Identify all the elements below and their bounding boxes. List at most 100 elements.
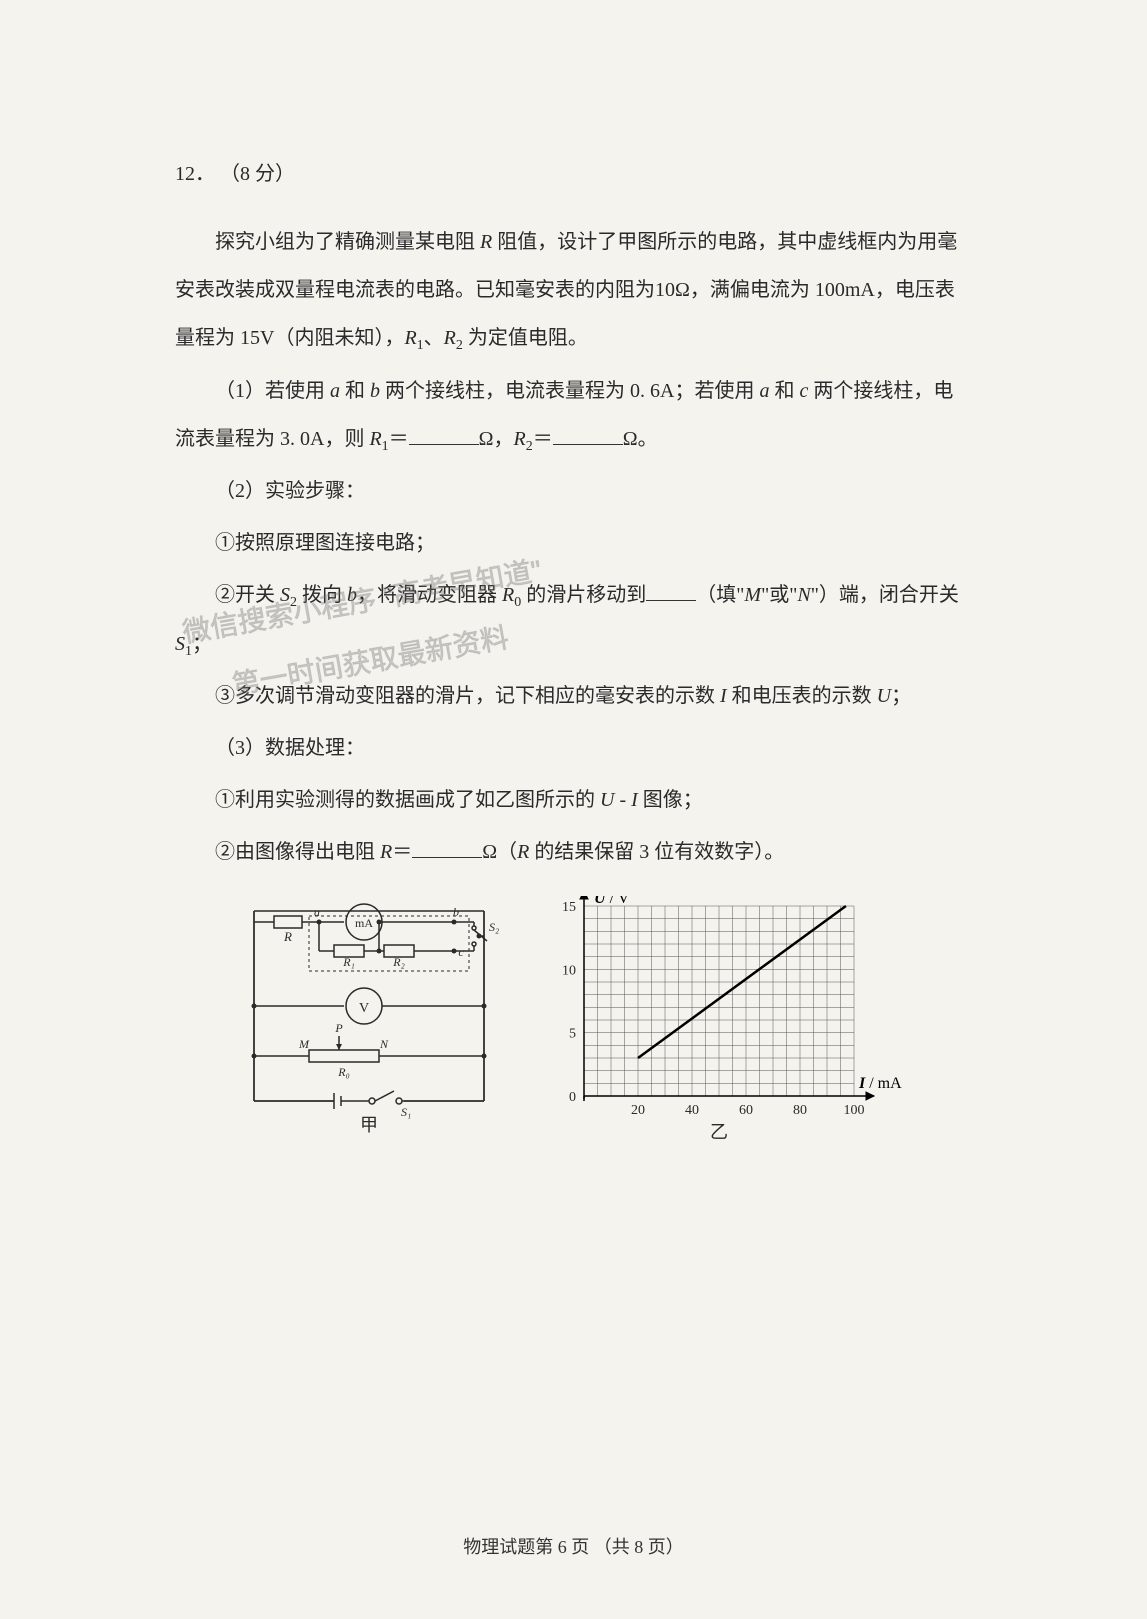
- p1-t2: 和: [340, 380, 370, 402]
- s3-t3: ；: [891, 685, 911, 707]
- part2-step1: ①按照原理图连接电路；: [175, 519, 972, 567]
- svg-text:N: N: [378, 1037, 388, 1051]
- p3s2-t4: 的结果保留 3 位有效数字）。: [529, 841, 784, 863]
- p3s2-t3: Ω（: [482, 841, 517, 863]
- svg-text:80: 80: [793, 1103, 807, 1118]
- var-a: a: [330, 380, 340, 402]
- svg-text:I / mA: I / mA: [858, 1075, 902, 1092]
- p3s1-t2: -: [614, 789, 631, 811]
- var-Rfinal2: R: [517, 841, 529, 863]
- s2-t4: 的滑片移动到: [521, 584, 646, 606]
- svg-text:60: 60: [739, 1103, 753, 1118]
- svg-text:U / V: U / V: [594, 896, 630, 907]
- sub-S2: 2: [290, 595, 297, 610]
- var-R2b: R: [514, 428, 526, 450]
- svg-text:c: c: [458, 945, 464, 959]
- question-number: 12． （8 分）: [175, 150, 972, 198]
- svg-text:R₁: R₁: [342, 955, 355, 969]
- svg-text:P: P: [334, 1021, 343, 1035]
- var-S2: S: [280, 584, 290, 606]
- var-S1: S: [175, 633, 185, 655]
- svg-text:S₂: S₂: [489, 920, 499, 934]
- svg-text:10: 10: [562, 964, 576, 979]
- s3-t1: ③多次调节滑动变阻器的滑片，记下相应的毫安表的示数: [215, 685, 720, 707]
- svg-text:M: M: [298, 1037, 310, 1051]
- svg-text:mA: mA: [355, 916, 373, 930]
- var-U: U: [877, 685, 891, 707]
- var-I: I: [720, 685, 727, 707]
- s2-t1: ②开关: [215, 584, 280, 606]
- unit2: Ω。: [623, 428, 658, 450]
- var-a2: a: [759, 380, 769, 402]
- svg-text:20: 20: [631, 1103, 645, 1118]
- svg-text:乙: 乙: [710, 1122, 728, 1142]
- diagram-container: RmAabR₁R₂cS₂VR₀MNPS₁甲 05101520406080100U…: [175, 896, 972, 1146]
- p3s1-t3: 图像；: [638, 789, 703, 811]
- part3-step1: ①利用实验测得的数据画成了如乙图所示的 U - I 图像；: [175, 776, 972, 824]
- var-R2: R: [444, 327, 456, 349]
- part1-paragraph: （1）若使用 a 和 b 两个接线柱，电流表量程为 0. 6A；若使用 a 和 …: [175, 367, 972, 464]
- chart-container: 05101520406080100U / VI / mA乙: [539, 896, 909, 1146]
- var-R1: R: [404, 327, 416, 349]
- var-N: N: [797, 584, 810, 606]
- var-I2: I: [631, 789, 638, 811]
- q-num: 12．: [175, 163, 215, 185]
- s2-t3: ，将滑动变阻器: [357, 584, 502, 606]
- part2-step2: ②开关 S2 拨向 b，将滑动变阻器 R0 的滑片移动到（填"M"或"N"）端，…: [175, 571, 972, 668]
- var-b: b: [370, 380, 380, 402]
- sep: 、: [424, 327, 444, 349]
- var-R0: R: [502, 584, 514, 606]
- svg-text:15: 15: [562, 900, 576, 915]
- blank-R-answer[interactable]: [412, 838, 482, 858]
- s3-t2: 和电压表的示数: [727, 685, 877, 707]
- blank-R1[interactable]: [409, 425, 479, 445]
- p1-t4: 和: [769, 380, 799, 402]
- q-points: （8 分）: [220, 163, 295, 185]
- svg-text:40: 40: [685, 1103, 699, 1118]
- unit1: Ω，: [479, 428, 514, 450]
- sub-S1: 1: [185, 644, 192, 659]
- svg-text:b: b: [453, 905, 459, 919]
- s2-t8: ；: [192, 633, 212, 655]
- part2-title: （2）实验步骤：: [175, 467, 972, 515]
- p1-t1: （1）若使用: [215, 380, 330, 402]
- s2-t6: "或": [761, 584, 797, 606]
- circuit-svg: RmAabR₁R₂cS₂VR₀MNPS₁甲: [239, 896, 509, 1146]
- var-U2: U: [600, 789, 614, 811]
- svg-text:0: 0: [569, 1090, 576, 1105]
- sub-2: 2: [456, 338, 463, 353]
- part3-step2: ②由图像得出电阻 R＝Ω（R 的结果保留 3 位有效数字）。: [175, 828, 972, 876]
- content-area: 12． （8 分） 探究小组为了精确测量某电阻 R 阻值，设计了甲图所示的电路，…: [175, 150, 972, 1146]
- svg-text:5: 5: [569, 1027, 576, 1042]
- var-Rfinal: R: [380, 841, 392, 863]
- p1-t3: 两个接线柱，电流表量程为 0. 6A；若使用: [380, 380, 759, 402]
- blank-MN[interactable]: [646, 581, 696, 601]
- sub-1b: 1: [382, 439, 389, 454]
- p3s1-t1: ①利用实验测得的数据画成了如乙图所示的: [215, 789, 600, 811]
- var-R: R: [480, 231, 492, 253]
- var-R1b: R: [369, 428, 381, 450]
- s2-t5: （填": [696, 584, 744, 606]
- circuit-diagram: RmAabR₁R₂cS₂VR₀MNPS₁甲: [239, 896, 509, 1146]
- var-M: M: [744, 584, 761, 606]
- svg-text:R₀: R₀: [337, 1065, 350, 1079]
- intro-text-3: 为定值电阻。: [463, 327, 588, 349]
- part3-title: （3）数据处理：: [175, 724, 972, 772]
- svg-text:S₁: S₁: [401, 1105, 411, 1119]
- svg-text:V: V: [358, 1001, 368, 1016]
- intro-text-1: 探究小组为了精确测量某电阻: [215, 231, 480, 253]
- eq1: ＝: [389, 428, 409, 450]
- var-c: c: [799, 380, 808, 402]
- blank-R2[interactable]: [553, 425, 623, 445]
- part2-step3: ③多次调节滑动变阻器的滑片，记下相应的毫安表的示数 I 和电压表的示数 U；: [175, 672, 972, 720]
- sub-1: 1: [417, 338, 424, 353]
- var-b2: b: [347, 584, 357, 606]
- chart-svg: 05101520406080100U / VI / mA乙: [539, 896, 909, 1146]
- svg-text:R: R: [283, 929, 292, 944]
- p3s2-t2: ＝: [392, 841, 412, 863]
- s2-t2: 拨向: [297, 584, 347, 606]
- eq2: ＝: [533, 428, 553, 450]
- sub-2b: 2: [526, 439, 533, 454]
- intro-paragraph: 探究小组为了精确测量某电阻 R 阻值，设计了甲图所示的电路，其中虚线框内为用毫安…: [175, 218, 972, 363]
- svg-text:a: a: [314, 905, 320, 919]
